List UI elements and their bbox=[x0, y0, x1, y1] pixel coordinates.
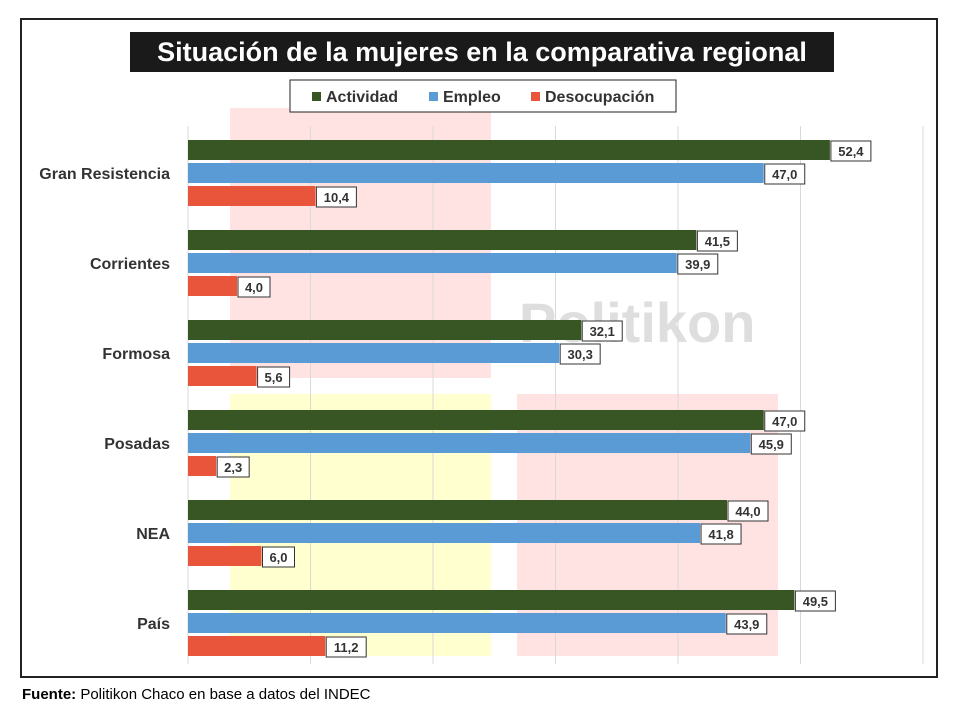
legend-swatch-empleo bbox=[429, 92, 438, 101]
category-labels: Gran Resistencia Corrientes Formosa Posadas… bbox=[39, 166, 170, 633]
data-label-desocupacion-posadas: 2,3 bbox=[224, 460, 242, 475]
source-label: Fuente: bbox=[22, 686, 77, 703]
category-label-nea: NEA bbox=[136, 526, 170, 543]
data-label-desocupacion-corrientes: 4,0 bbox=[245, 280, 263, 295]
data-label-empleo-formosa: 30,3 bbox=[568, 347, 593, 362]
chart-title: Situación de la mujeres en la comparativ… bbox=[157, 37, 807, 67]
legend-swatch-actividad bbox=[312, 92, 321, 101]
data-label-desocupacion-nea: 6,0 bbox=[269, 550, 287, 565]
bar-empleo-posadas bbox=[188, 433, 751, 453]
data-label-actividad-formosa: 32,1 bbox=[590, 324, 615, 339]
data-label-box bbox=[764, 163, 806, 185]
bar-desocupacion-pais bbox=[188, 636, 326, 656]
data-label-box bbox=[764, 410, 806, 432]
data-label-empleo-gran-resistencia: 47,0 bbox=[772, 167, 797, 182]
data-label-box bbox=[237, 276, 271, 298]
bar-desocupacion-nea bbox=[188, 546, 262, 566]
category-label-formosa: Formosa bbox=[102, 346, 170, 363]
data-label-box bbox=[677, 253, 719, 275]
data-label-box bbox=[325, 636, 367, 658]
data-label-box bbox=[315, 186, 357, 208]
data-label-empleo-pais: 43,9 bbox=[734, 617, 759, 632]
data-label-box bbox=[750, 433, 792, 455]
data-labels: 52,4 47,0 10,4 41,5 39,9 4,0 32,1 30,3 5,6 47,0 45… bbox=[216, 140, 872, 658]
category-label-corrientes: Corrientes bbox=[90, 256, 170, 273]
legend-swatch-desocupacion bbox=[531, 92, 540, 101]
category-label-gran-resistencia: Gran Resistencia bbox=[39, 166, 170, 183]
bars bbox=[188, 140, 830, 656]
bar-actividad-nea bbox=[188, 500, 727, 520]
data-label-actividad-nea: 44,0 bbox=[735, 504, 760, 519]
data-label-box bbox=[830, 140, 872, 162]
data-label-empleo-nea: 41,8 bbox=[708, 527, 733, 542]
category-label-pais: País bbox=[137, 616, 170, 633]
data-label-empleo-posadas: 45,9 bbox=[759, 437, 784, 452]
legend: Actividad Empleo Desocupación bbox=[289, 79, 677, 113]
bar-desocupacion-formosa bbox=[188, 366, 257, 386]
bar-actividad-corrientes bbox=[188, 230, 697, 250]
bar-empleo-gran-resistencia bbox=[188, 163, 764, 183]
data-label-desocupacion-formosa: 5,6 bbox=[265, 370, 283, 385]
bar-desocupacion-gran-resistencia bbox=[188, 186, 316, 206]
data-label-empleo-corrientes: 39,9 bbox=[685, 257, 710, 272]
data-label-actividad-gran-resistencia: 52,4 bbox=[838, 144, 864, 159]
bar-empleo-pais bbox=[188, 613, 726, 633]
data-label-desocupacion-pais: 11,2 bbox=[334, 640, 359, 655]
category-label-posadas: Posadas bbox=[104, 436, 170, 453]
grid-lines bbox=[187, 126, 924, 664]
data-label-desocupacion-gran-resistencia: 10,4 bbox=[324, 190, 350, 205]
bar-empleo-formosa bbox=[188, 343, 560, 363]
bar-actividad-formosa bbox=[188, 320, 582, 340]
legend-label-desocupacion: Desocupación bbox=[545, 89, 654, 106]
data-label-actividad-corrientes: 41,5 bbox=[705, 234, 730, 249]
chart-frame: Politikon 52,4 47,0 10,4 41,5 39,9 4,0 32,1 30,… bbox=[20, 18, 938, 678]
data-label-box bbox=[696, 230, 738, 252]
data-label-actividad-posadas: 47,0 bbox=[772, 414, 797, 429]
bar-actividad-gran-resistencia bbox=[188, 140, 830, 160]
bar-empleo-nea bbox=[188, 523, 701, 543]
source-note: Fuente: Politikon Chaco en base a datos … bbox=[22, 686, 371, 703]
data-label-actividad-pais: 49,5 bbox=[803, 594, 828, 609]
bar-actividad-pais bbox=[188, 590, 795, 610]
data-label-box bbox=[726, 613, 768, 635]
legend-box bbox=[289, 79, 677, 113]
legend-label-empleo: Empleo bbox=[443, 89, 501, 106]
bar-empleo-corrientes bbox=[188, 253, 677, 273]
data-label-box bbox=[257, 366, 291, 388]
data-label-box bbox=[700, 523, 742, 545]
data-label-box bbox=[262, 546, 295, 568]
data-label-box bbox=[581, 320, 623, 342]
legend-label-actividad: Actividad bbox=[326, 89, 398, 106]
title-background bbox=[130, 32, 834, 72]
data-label-box bbox=[559, 343, 601, 365]
data-label-box bbox=[216, 456, 250, 478]
bar-actividad-posadas bbox=[188, 410, 764, 430]
data-label-box bbox=[727, 500, 769, 522]
bar-desocupacion-corrientes bbox=[188, 276, 237, 296]
data-label-box bbox=[794, 590, 836, 612]
bar-desocupacion-posadas bbox=[188, 456, 217, 476]
source-text: Politikon Chaco en base a datos del INDE… bbox=[76, 686, 371, 703]
bar-chart: Politikon 52,447,010,441,539,94,032,130,… bbox=[39, 32, 924, 664]
